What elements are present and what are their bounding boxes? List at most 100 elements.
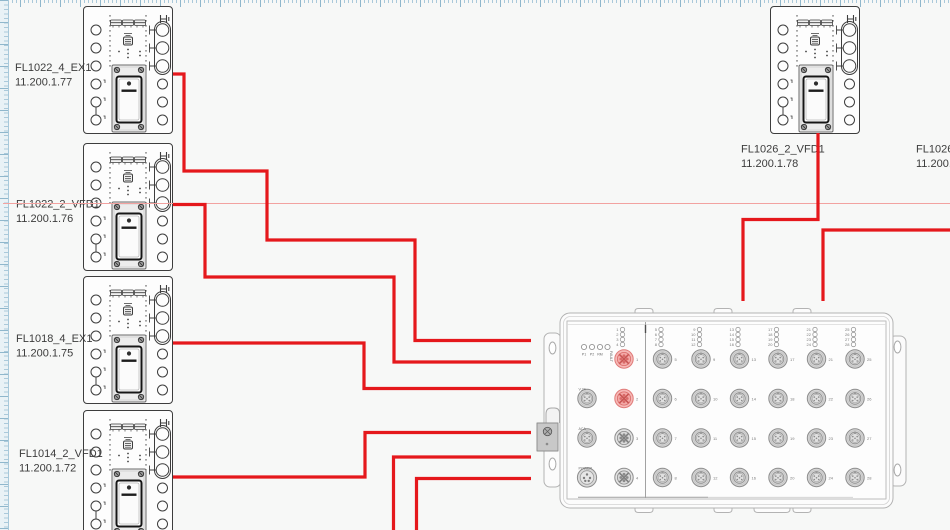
ruler-left <box>0 0 9 530</box>
aux-port-v24-connector[interactable] <box>577 388 597 409</box>
port-12-label: 12 <box>713 475 718 480</box>
port-15-label: 15 <box>752 436 757 441</box>
device-label-name: FL1022_4_EX1 <box>15 62 91 74</box>
device-module-fl1018-4-ex1[interactable] <box>82 275 174 405</box>
port-2-label: 2 <box>636 396 639 401</box>
cable-bottom-2[interactable] <box>414 476 532 530</box>
port-24-connector[interactable] <box>806 467 827 488</box>
port-1-connector[interactable] <box>613 348 635 370</box>
port-24-label: 24 <box>829 475 834 480</box>
port-12-led <box>696 341 703 348</box>
port-17-led <box>773 326 780 333</box>
port-27-connector[interactable] <box>845 428 865 448</box>
port-11-label: 11 <box>713 436 718 441</box>
port-19-led-label: 19 <box>768 337 773 342</box>
port-28-connector[interactable] <box>845 467 865 488</box>
status-led-rm <box>596 343 604 351</box>
port-10-led-label: 10 <box>691 332 696 337</box>
port-13-connector[interactable] <box>729 349 750 369</box>
device-label-ip: 11.200.1.75 <box>16 348 73 360</box>
aux-ports: V.24 ACA POWER <box>576 387 598 488</box>
cable-bottom-1[interactable] <box>391 455 532 530</box>
aux-port-aca-connector[interactable] <box>577 428 597 448</box>
device-label-name: FL1014_2_VFD1 <box>19 448 103 460</box>
port-12-connector[interactable] <box>691 467 711 488</box>
port-23-connector[interactable] <box>806 428 827 448</box>
junction-box[interactable]: 1234567891011121314151617181920212223242… <box>536 308 907 513</box>
port-14-connector[interactable] <box>729 388 750 409</box>
port-28-label: 28 <box>867 475 872 480</box>
status-led-label-p1: P1 <box>582 353 586 357</box>
port-led-blocks: 1234567891011121314151617181920212223242… <box>616 326 857 348</box>
cable-fl1022-4-ex1[interactable] <box>173 72 531 343</box>
port-26-connector[interactable] <box>845 388 865 409</box>
port-25-led <box>850 326 857 333</box>
port-16-connector[interactable] <box>729 467 750 488</box>
port-22-led-label: 22 <box>807 332 812 337</box>
port-22-connector[interactable] <box>806 388 827 409</box>
device-labels: FL1022_4_EX1 11.200.1.77 FL1022_2_VFD1 1… <box>15 62 950 475</box>
port-20-label: 20 <box>790 475 795 480</box>
port-19-led <box>773 336 780 343</box>
din-clamp-icon <box>536 407 560 452</box>
port-26-led <box>850 331 857 338</box>
device-module-fl1022-4-ex1[interactable] <box>82 5 174 135</box>
port-2-led-label: 2 <box>616 332 619 337</box>
port-18-connector[interactable] <box>768 388 788 409</box>
port-22-label: 22 <box>829 396 834 401</box>
port-10-led <box>696 331 703 338</box>
port-5-connector[interactable] <box>652 349 673 369</box>
port-25-connector[interactable] <box>845 349 865 369</box>
port-15-connector[interactable] <box>729 428 750 448</box>
port-9-connector[interactable] <box>691 349 711 369</box>
port-13-led-label: 13 <box>730 327 735 332</box>
device-label-name: FL1026_2_VFD1 <box>741 144 825 156</box>
port-11-connector[interactable] <box>691 428 711 448</box>
port-14-led <box>735 331 741 338</box>
port-16-label: 16 <box>752 475 757 480</box>
ports-grid: 1234567891011121314151617181920212223242… <box>613 348 872 488</box>
port-2-connector[interactable] <box>613 388 635 409</box>
port-20-connector[interactable] <box>768 467 788 488</box>
device-label-ip: 11.200.1.76 <box>16 213 73 225</box>
port-21-led-label: 21 <box>807 327 812 332</box>
port-25-led-label: 25 <box>845 327 850 332</box>
port-27-led <box>850 336 857 343</box>
port-15-led <box>735 336 741 343</box>
status-led-label-rm: RM <box>597 353 603 357</box>
port-3-led <box>619 336 626 343</box>
port-7-led-label: 7 <box>655 337 658 342</box>
port-20-led <box>773 341 780 348</box>
port-21-connector[interactable] <box>806 349 827 369</box>
port-19-connector[interactable] <box>768 428 788 448</box>
port-3-connector[interactable] <box>613 427 635 449</box>
port-18-led <box>773 331 780 338</box>
port-8-led-label: 8 <box>655 342 658 347</box>
port-9-led-label: 9 <box>693 327 696 332</box>
port-4-connector[interactable] <box>613 467 635 488</box>
port-18-led-label: 18 <box>768 332 773 337</box>
cable-fl1018-4-ex1[interactable] <box>173 341 531 391</box>
port-13-label: 13 <box>752 357 757 362</box>
device-module-fl1026-2-vfd1[interactable] <box>769 5 861 135</box>
cable-right-offscreen[interactable] <box>821 228 950 301</box>
cable-fl1014-2-vfd1[interactable] <box>173 430 531 479</box>
port-11-led-label: 11 <box>691 337 696 342</box>
cable-fl1026-2-vfd1[interactable] <box>741 133 820 301</box>
port-6-connector[interactable] <box>652 388 673 409</box>
port-28-led <box>850 341 857 348</box>
port-17-led-label: 17 <box>768 327 773 332</box>
aux-port-label: V.24 <box>579 387 586 391</box>
port-8-connector[interactable] <box>652 467 673 488</box>
port-10-connector[interactable] <box>691 388 711 409</box>
port-5-label: 5 <box>675 357 678 362</box>
aux-port-power-connector[interactable] <box>576 467 598 488</box>
cable-fl1022-2-vfd1[interactable] <box>173 202 531 364</box>
device-module-fl1014-2-vfd1[interactable] <box>82 409 174 530</box>
port-27-label: 27 <box>867 436 872 441</box>
port-17-connector[interactable] <box>768 349 788 369</box>
port-7-connector[interactable] <box>652 428 673 448</box>
port-8-label: 8 <box>675 475 678 480</box>
